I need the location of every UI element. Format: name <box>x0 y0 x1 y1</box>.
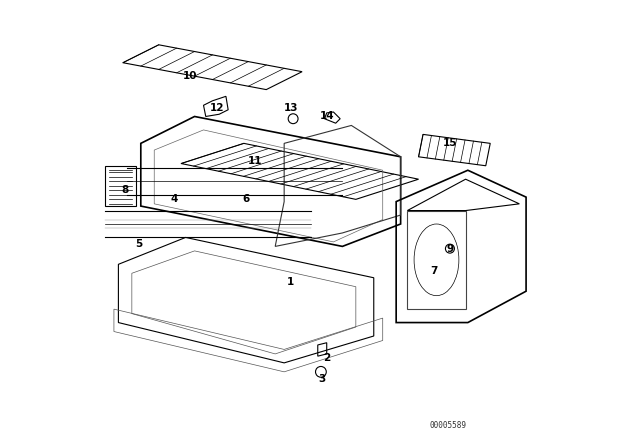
Text: 5: 5 <box>135 239 142 249</box>
Text: 3: 3 <box>319 374 326 383</box>
Text: 13: 13 <box>284 103 298 112</box>
Text: 8: 8 <box>122 185 129 195</box>
Text: 00005589: 00005589 <box>429 421 466 430</box>
Text: 14: 14 <box>319 112 334 121</box>
Text: 9: 9 <box>446 244 454 254</box>
Text: 12: 12 <box>210 103 224 112</box>
Text: 4: 4 <box>171 194 178 204</box>
Text: 2: 2 <box>323 353 330 363</box>
Text: 10: 10 <box>183 71 197 81</box>
Text: 7: 7 <box>431 266 438 276</box>
Text: 6: 6 <box>243 194 250 204</box>
Text: 15: 15 <box>443 138 457 148</box>
Text: 11: 11 <box>248 156 262 166</box>
Text: 1: 1 <box>287 277 294 287</box>
